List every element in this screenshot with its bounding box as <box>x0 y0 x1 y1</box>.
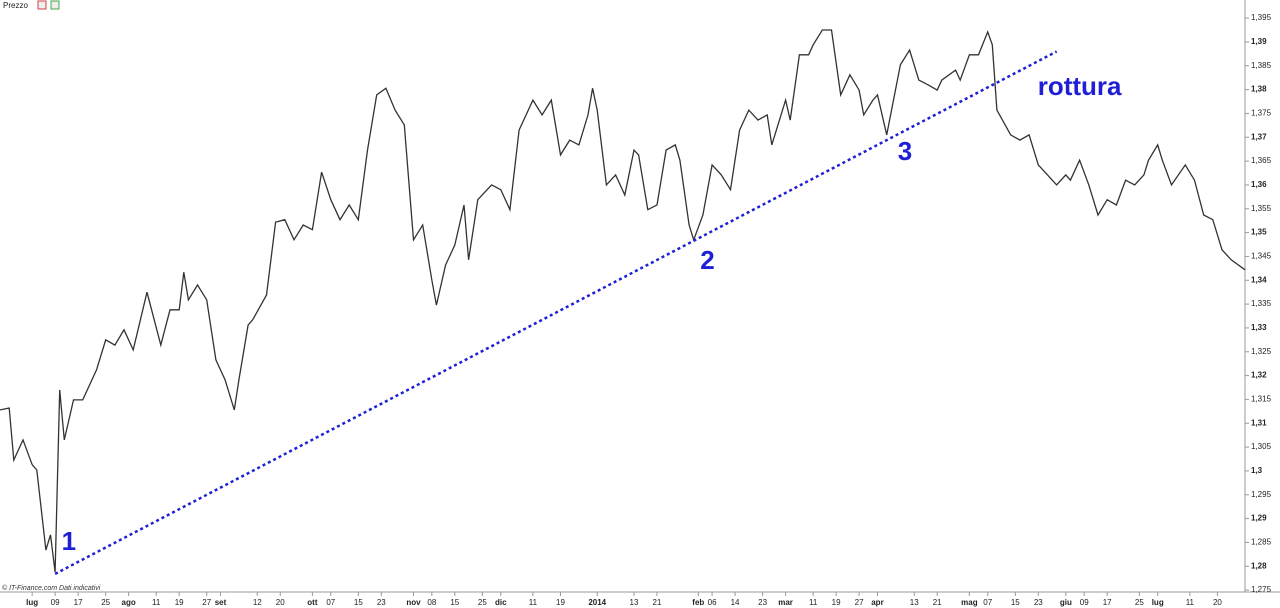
x-tick-label: 17 <box>74 598 83 607</box>
x-tick-label: ott <box>307 598 318 607</box>
y-tick-label: 1,28 <box>1251 561 1267 570</box>
x-tick-label: lug <box>1152 598 1164 607</box>
x-tick-label: giu <box>1060 598 1072 607</box>
x-tick-label: 27 <box>202 598 211 607</box>
x-tick-label: 21 <box>933 598 942 607</box>
y-tick-label: 1,3 <box>1251 466 1263 475</box>
x-tick-label: mar <box>778 598 793 607</box>
x-tick-label: apr <box>871 598 883 607</box>
y-tick-label: 1,33 <box>1251 323 1267 332</box>
y-tick-label: 1,29 <box>1251 514 1267 523</box>
y-tick-label: 1,305 <box>1251 442 1272 451</box>
x-tick-label: lug <box>26 598 38 607</box>
x-tick-label: feb <box>692 598 704 607</box>
source: © IT-Finance.com Dati indicativi <box>2 584 101 592</box>
y-tick-label: 1,385 <box>1251 61 1272 70</box>
x-tick-label: 15 <box>450 598 459 607</box>
price-line <box>0 29 1246 573</box>
x-tick-label: 25 <box>1135 598 1144 607</box>
x-tick-label: 09 <box>1080 598 1089 607</box>
y-tick-label: 1,335 <box>1251 299 1272 308</box>
x-tick-label: 11 <box>809 598 818 607</box>
y-tick-label: 1,315 <box>1251 395 1272 404</box>
x-tick-label: 19 <box>556 598 565 607</box>
x-tick-label: 20 <box>276 598 285 607</box>
annotation: rottura <box>1038 71 1122 101</box>
x-tick-label: 23 <box>377 598 386 607</box>
y-tick-label: 1,395 <box>1251 13 1272 22</box>
y-tick-label: 1,32 <box>1251 371 1267 380</box>
y-tick-label: 1,39 <box>1251 37 1267 46</box>
x-tick-label: 12 <box>253 598 262 607</box>
y-tick-label: 1,375 <box>1251 109 1272 118</box>
x-tick-label: mag <box>961 598 978 607</box>
x-tick-label: 21 <box>653 598 662 607</box>
y-tick-label: 1,275 <box>1251 585 1272 594</box>
x-tick-label: 27 <box>855 598 864 607</box>
y-tick-label: 1,365 <box>1251 156 1272 165</box>
y-tick-label: 1,355 <box>1251 204 1272 213</box>
y-tick-label: 1,325 <box>1251 347 1272 356</box>
chart-title: Prezzo <box>3 1 28 10</box>
y-tick-label: 1,31 <box>1251 418 1267 427</box>
x-tick-label: set <box>215 598 227 607</box>
x-tick-label: nov <box>406 598 421 607</box>
x-tick-label: 15 <box>1011 598 1020 607</box>
y-tick-label: 1,295 <box>1251 490 1272 499</box>
x-tick-label: dic <box>495 598 507 607</box>
x-tick-label: 13 <box>630 598 639 607</box>
x-tick-label: 19 <box>175 598 184 607</box>
icon[interactable] <box>50 0 60 10</box>
annotation: 3 <box>898 136 912 166</box>
x-tick-label: 20 <box>1213 598 1222 607</box>
trendline <box>54 50 1058 575</box>
x-tick-label: 23 <box>1034 598 1043 607</box>
x-tick-label: ago <box>122 598 136 607</box>
x-tick-label: 25 <box>101 598 110 607</box>
x-tick-label: 11 <box>152 598 161 607</box>
y-tick-label: 1,345 <box>1251 252 1272 261</box>
x-tick-label: 06 <box>708 598 717 607</box>
x-tick-label: 11 <box>529 598 538 607</box>
x-tick-label: 2014 <box>588 598 606 607</box>
x-tick-label: 19 <box>832 598 841 607</box>
icon[interactable] <box>37 0 47 10</box>
x-tick-label: 07 <box>983 598 992 607</box>
y-tick-label: 1,37 <box>1251 132 1267 141</box>
y-tick-label: 1,35 <box>1251 228 1267 237</box>
y-tick-label: 1,285 <box>1251 538 1272 547</box>
x-tick-label: 07 <box>326 598 335 607</box>
x-tick-label: 13 <box>910 598 919 607</box>
x-tick-label: 17 <box>1103 598 1112 607</box>
x-tick-label: 23 <box>758 598 767 607</box>
annotation: 1 <box>62 526 76 556</box>
annotation: 2 <box>700 245 714 275</box>
x-tick-label: 14 <box>731 598 740 607</box>
y-tick-label: 1,36 <box>1251 180 1267 189</box>
x-tick-label: 15 <box>354 598 363 607</box>
y-tick-label: 1,38 <box>1251 85 1267 94</box>
y-tick-label: 1,34 <box>1251 275 1267 284</box>
x-tick-label: 25 <box>478 598 487 607</box>
x-tick-label: 08 <box>427 598 436 607</box>
x-tick-label: 09 <box>51 598 60 607</box>
x-tick-label: 11 <box>1186 598 1195 607</box>
